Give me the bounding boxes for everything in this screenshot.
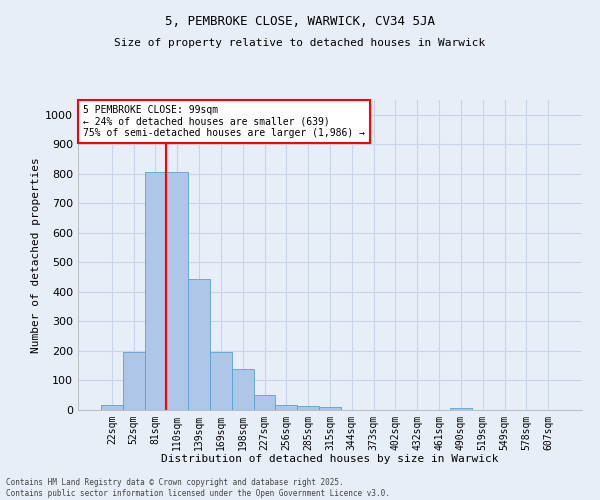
Bar <box>101 404 123 410</box>
Bar <box>210 352 232 410</box>
Bar <box>297 406 319 410</box>
Bar <box>275 405 297 410</box>
Bar <box>319 407 341 410</box>
Y-axis label: Number of detached properties: Number of detached properties <box>31 157 41 353</box>
Text: 5, PEMBROKE CLOSE, WARWICK, CV34 5JA: 5, PEMBROKE CLOSE, WARWICK, CV34 5JA <box>165 15 435 28</box>
Bar <box>123 352 145 410</box>
Bar <box>450 408 472 410</box>
X-axis label: Distribution of detached houses by size in Warwick: Distribution of detached houses by size … <box>161 454 499 464</box>
Text: 5 PEMBROKE CLOSE: 99sqm
← 24% of detached houses are smaller (639)
75% of semi-d: 5 PEMBROKE CLOSE: 99sqm ← 24% of detache… <box>83 104 365 138</box>
Bar <box>232 368 254 410</box>
Text: Size of property relative to detached houses in Warwick: Size of property relative to detached ho… <box>115 38 485 48</box>
Text: Contains HM Land Registry data © Crown copyright and database right 2025.
Contai: Contains HM Land Registry data © Crown c… <box>6 478 390 498</box>
Bar <box>166 172 188 410</box>
Bar <box>145 172 166 410</box>
Bar <box>254 395 275 410</box>
Bar <box>188 278 210 410</box>
